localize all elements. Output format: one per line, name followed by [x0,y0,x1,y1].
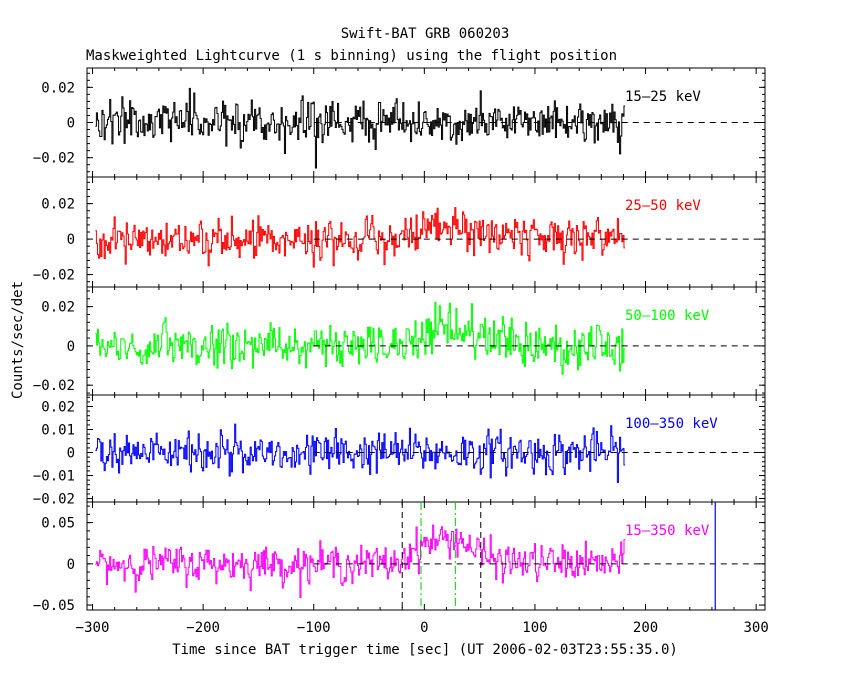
panel-5: −0.05 0 0.05 15–350 keV [33,501,766,614]
y-tick-label: 0.05 [41,516,75,532]
chart-subtitle: Maskweighted Lightcurve (1 s binning) us… [86,48,617,64]
y-tick-label: 0 [67,232,75,248]
x-tick-label: 100 [522,620,547,636]
x-tick-label: 0 [420,620,428,636]
panel-1: −0.02 0 0.02 15–25 keV [33,67,766,178]
y-tick-label: 0 [67,339,75,355]
band-label: 15–25 keV [625,89,701,105]
y-tick-label: 0 [67,116,75,132]
y-axis-label: Counts/sec/det [10,281,26,399]
y-tick-label: −0.02 [33,492,75,508]
band-label: 25–50 keV [625,198,701,214]
y-tick-label: 0 [67,557,75,573]
y-tick-label: 0.02 [41,300,75,316]
y-tick-label: −0.02 [33,151,75,167]
panel-3: −0.02 0 0.02 50–100 keV [33,286,766,396]
chart-title: Swift-BAT GRB 060203 [341,26,510,42]
panel-4: −0.02 −0.01 0 0.01 0.02 100–350 keV [33,394,766,508]
x-axis-label: Time since BAT trigger time [sec] (UT 20… [172,642,678,658]
x-tick-label: −200 [186,620,220,636]
y-tick-label: 0 [67,446,75,462]
y-tick-label: −0.01 [33,469,75,485]
lightcurve-series [95,423,626,483]
panel-2: −0.02 0 0.02 25–50 keV [33,176,766,288]
band-label: 15–350 keV [625,523,710,539]
lightcurve-series [95,207,626,268]
y-tick-label: −0.02 [33,378,75,394]
x-tick-label: −100 [297,620,331,636]
y-tick-label: 0.02 [41,80,75,96]
x-tick-label: 300 [744,620,769,636]
lightcurve-series [95,301,626,375]
y-tick-label: 0.02 [41,197,75,213]
y-tick-label: 0.01 [41,423,75,439]
x-tick-label: 200 [633,620,658,636]
lightcurve-series [95,524,626,598]
y-tick-label: −0.05 [33,598,75,614]
band-label: 100–350 keV [625,416,718,432]
y-tick-label: 0.02 [41,400,75,416]
band-label: 50–100 keV [625,308,710,324]
y-tick-label: −0.02 [33,268,75,284]
panel-frame [86,501,766,611]
x-tick-label: −300 [76,620,110,636]
lightcurve-series [95,87,626,169]
